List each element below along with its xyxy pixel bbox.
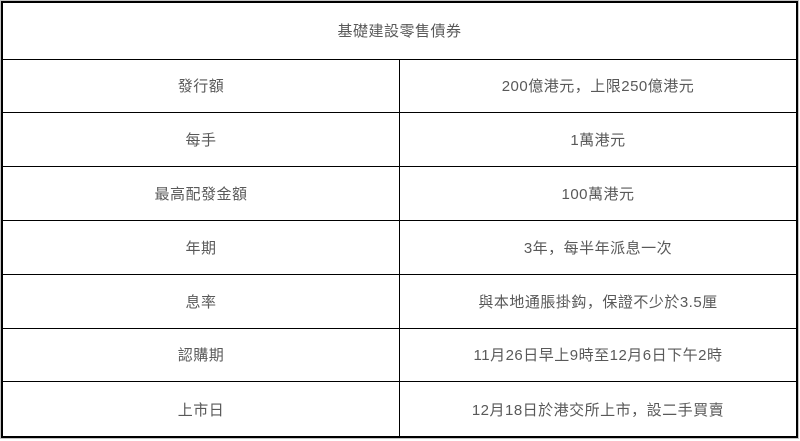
row-value: 200億港元，上限250億港元 xyxy=(399,58,798,114)
row-label: 最高配發金額 xyxy=(1,166,400,221)
row-label: 發行額 xyxy=(1,58,400,114)
row-value: 3年，每半年派息一次 xyxy=(399,219,798,275)
table-row: 每手 1萬港元 xyxy=(1,112,798,168)
row-label: 上市日 xyxy=(1,381,400,438)
row-value: 11月26日早上9時至12月6日下午2時 xyxy=(399,327,798,383)
row-value: 與本地通脹掛鈎，保證不少於3.5厘 xyxy=(399,273,798,329)
table-title-row: 基礎建設零售債券 xyxy=(1,1,798,60)
table-row: 上市日 12月18日於港交所上市，設二手買賣 xyxy=(1,381,798,438)
table-title: 基礎建設零售債券 xyxy=(1,1,798,60)
table-row: 年期 3年，每半年派息一次 xyxy=(1,219,798,275)
row-label: 每手 xyxy=(1,112,400,168)
table-row: 息率 與本地通脹掛鈎，保證不少於3.5厘 xyxy=(1,273,798,329)
row-label: 認購期 xyxy=(1,327,400,383)
row-label: 息率 xyxy=(1,273,400,329)
row-value: 12月18日於港交所上市，設二手買賣 xyxy=(399,381,798,438)
table-row: 最高配發金額 100萬港元 xyxy=(1,166,798,221)
row-label: 年期 xyxy=(1,219,400,275)
table-row: 認購期 11月26日早上9時至12月6日下午2時 xyxy=(1,327,798,383)
row-value: 100萬港元 xyxy=(399,166,798,221)
table-row: 發行額 200億港元，上限250億港元 xyxy=(1,58,798,114)
row-value: 1萬港元 xyxy=(399,112,798,168)
